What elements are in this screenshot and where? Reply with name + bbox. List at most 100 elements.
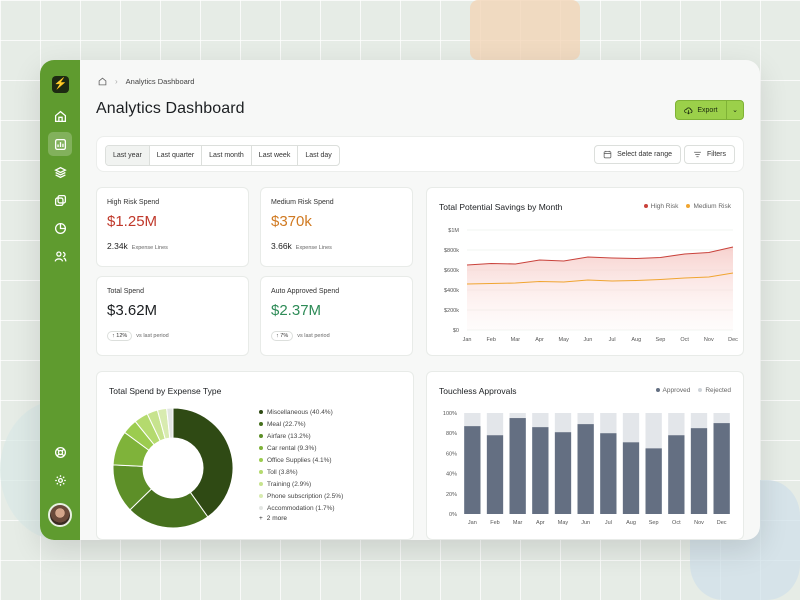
breadcrumb: › Analytics Dashboard (98, 77, 194, 86)
rejected-bar[interactable] (713, 413, 730, 424)
breadcrumb-current[interactable]: Analytics Dashboard (125, 77, 195, 86)
copy-nav-icon[interactable] (48, 188, 72, 212)
legend-label: Office Supplies (4.1%) (267, 456, 332, 464)
rejected-bar[interactable] (486, 413, 504, 436)
kpi-card-high-risk[interactable]: High Risk Spend $1.25M 2.34k Expense Lin… (96, 187, 249, 267)
y-tick-label: $1M (448, 228, 459, 234)
x-tick-label: Jun (581, 520, 590, 526)
expense-type-card: Total Spend by Expense Type Miscellaneou… (96, 371, 414, 540)
kpi-subline: 3.66k Expense Lines (271, 241, 332, 251)
approved-bar[interactable] (690, 428, 708, 514)
x-tick-label: Oct (672, 520, 681, 526)
legend-label: Phone subscription (2.5%) (267, 492, 344, 500)
avatar[interactable] (48, 503, 72, 527)
rejected-bar[interactable] (532, 413, 549, 428)
rejected-bar[interactable] (645, 413, 662, 449)
legend-item: Phone subscription (2.5%) (259, 490, 343, 502)
sidebar: ⚡ (40, 60, 80, 540)
kpi-sub-value: 3.66k (271, 241, 292, 251)
approved-bar[interactable] (464, 426, 481, 514)
kpi-value: $1.25M (107, 213, 158, 230)
filters-button[interactable]: Filters (683, 145, 735, 164)
rejected-bar[interactable] (577, 413, 594, 425)
select-date-range-label: Select date range (617, 151, 672, 158)
y-tick-label: 20% (446, 492, 457, 498)
x-tick-label: Dec (728, 337, 738, 343)
rejected-bar[interactable] (554, 413, 572, 433)
legend-item: Meal (22.7%) (259, 418, 343, 430)
support-nav-icon[interactable] (48, 440, 72, 464)
kpi-delta: ↑ 12% vs last period (107, 331, 169, 341)
rejected-bar[interactable] (690, 413, 708, 429)
range-option-last-month[interactable]: Last month (202, 146, 252, 165)
kpi-delta: ↑ 7% vs last period (271, 331, 330, 341)
approvals-legend: Approved Rejected (655, 387, 731, 394)
kpi-card-auto-approved[interactable]: Auto Approved Spend $2.37M ↑ 7% vs last … (260, 276, 413, 356)
rejected-bar[interactable] (509, 413, 526, 419)
range-option-last-year[interactable]: Last year (106, 146, 150, 165)
legend-swatch (259, 494, 263, 498)
show-more-button[interactable]: +2 more (259, 515, 343, 522)
x-tick-label: Aug (631, 337, 641, 343)
layers-nav-icon[interactable] (48, 160, 72, 184)
range-option-last-day[interactable]: Last day (305, 152, 332, 159)
select-date-range-button[interactable]: Select date range (594, 145, 681, 164)
kpi-value: $3.62M (107, 302, 158, 319)
savings-chart-card: Total Potential Savings by Month High Ri… (426, 187, 744, 356)
rejected-bar[interactable] (464, 413, 481, 427)
x-tick-label: May (558, 520, 569, 526)
approved-bar[interactable] (509, 418, 526, 514)
range-option-last-week[interactable]: Last week (252, 146, 299, 165)
approved-bar[interactable] (554, 432, 572, 514)
arrow-up-icon: ↑ (276, 333, 279, 339)
y-tick-label: 40% (446, 472, 457, 478)
delta-pill: ↑ 12% (107, 331, 133, 341)
y-tick-label: 100% (443, 411, 457, 417)
app-window: ⚡ › Analytics Dashboard (40, 60, 760, 540)
approved-bar[interactable] (486, 435, 504, 514)
filters-label: Filters (706, 151, 726, 158)
export-button[interactable]: Export ⌄ (675, 100, 744, 120)
legend-high-risk: High Risk (643, 203, 678, 210)
x-tick-label: May (559, 337, 570, 343)
kpi-card-medium-risk[interactable]: Medium Risk Spend $370k 3.66k Expense Li… (260, 187, 413, 267)
approved-bar[interactable] (622, 442, 640, 514)
delta-value: 7% (280, 333, 289, 339)
rejected-bar[interactable] (622, 413, 640, 443)
x-tick-label: Apr (535, 337, 544, 343)
range-option-last-quarter[interactable]: Last quarter (150, 146, 203, 165)
x-tick-label: Feb (490, 520, 499, 526)
legend-swatch (259, 470, 263, 474)
home-icon[interactable] (98, 77, 107, 86)
donut-slice[interactable] (172, 407, 234, 518)
export-dropdown-chevron-icon[interactable]: ⌄ (732, 107, 738, 114)
donut-slice[interactable] (166, 407, 174, 439)
home-nav-icon[interactable] (48, 104, 72, 128)
approved-bar[interactable] (645, 448, 662, 514)
approved-bar[interactable] (600, 433, 617, 514)
savings-area-chart: $0 $200k $400k $600k $800k $1M Jan Feb Mar Apr May… (444, 228, 738, 343)
y-tick-label: 60% (446, 451, 457, 457)
kpi-value: $370k (271, 213, 312, 230)
kpi-value: $2.37M (271, 302, 322, 319)
lightning-logo-icon[interactable]: ⚡ (52, 76, 69, 93)
analytics-nav-icon[interactable] (48, 132, 72, 156)
approved-bar[interactable] (713, 423, 730, 514)
pie-chart-nav-icon[interactable] (48, 216, 72, 240)
high-risk-area (467, 247, 733, 330)
legend-medium-risk: Medium Risk (686, 203, 731, 210)
users-nav-icon[interactable] (48, 244, 72, 268)
kpi-card-total-spend[interactable]: Total Spend $3.62M ↑ 12% vs last period (96, 276, 249, 356)
legend-item: Training (2.9%) (259, 478, 343, 490)
approved-bar[interactable] (532, 427, 549, 514)
approved-bar[interactable] (668, 435, 685, 514)
settings-gear-icon[interactable] (48, 468, 72, 492)
delta-value: 12% (116, 333, 128, 339)
legend-label: Car rental (9.3%) (267, 444, 317, 452)
approved-bar[interactable] (577, 424, 594, 514)
rejected-bar[interactable] (600, 413, 617, 434)
kpi-sub-label: Expense Lines (295, 245, 332, 251)
rejected-bar[interactable] (668, 413, 685, 436)
touchless-approvals-card: Touchless Approvals Approved Rejected 0%… (426, 371, 744, 540)
legend-item: Office Supplies (4.1%) (259, 454, 343, 466)
